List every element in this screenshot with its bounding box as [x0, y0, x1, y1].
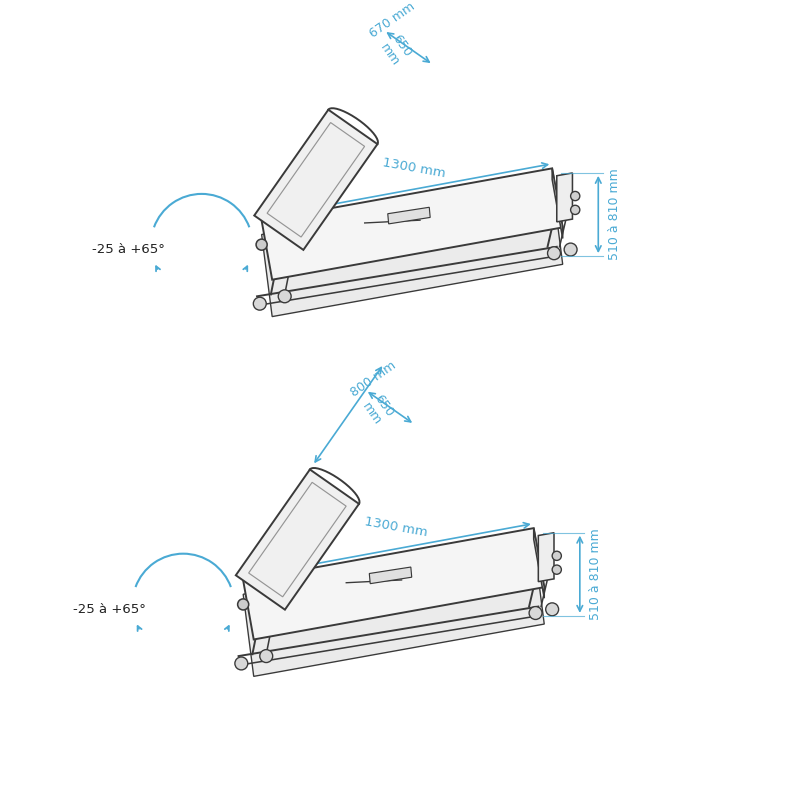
Circle shape — [235, 657, 248, 670]
Polygon shape — [262, 182, 562, 317]
Text: 1300 mm: 1300 mm — [363, 515, 428, 539]
Text: -25 à +65°: -25 à +65° — [74, 602, 146, 615]
Polygon shape — [236, 470, 359, 610]
Polygon shape — [243, 542, 544, 676]
Text: 650
mm: 650 mm — [359, 392, 396, 428]
Circle shape — [254, 298, 266, 310]
Circle shape — [546, 603, 558, 616]
Circle shape — [564, 243, 577, 256]
Polygon shape — [388, 207, 430, 224]
Text: 670 mm: 670 mm — [366, 0, 417, 40]
Polygon shape — [370, 567, 412, 584]
Text: 800 mm: 800 mm — [348, 359, 398, 400]
Polygon shape — [243, 528, 544, 639]
Polygon shape — [534, 528, 544, 598]
Text: 510 à 810 mm: 510 à 810 mm — [589, 528, 602, 620]
Circle shape — [570, 206, 580, 214]
Polygon shape — [262, 168, 562, 280]
Circle shape — [278, 290, 291, 302]
Polygon shape — [557, 173, 573, 222]
Circle shape — [256, 239, 267, 250]
Circle shape — [552, 565, 562, 574]
Text: 650
mm: 650 mm — [378, 32, 414, 68]
Polygon shape — [538, 533, 554, 582]
Circle shape — [238, 599, 249, 610]
Circle shape — [552, 551, 562, 561]
Circle shape — [529, 606, 542, 619]
Circle shape — [260, 650, 273, 662]
Text: 1300 mm: 1300 mm — [382, 156, 446, 180]
Polygon shape — [552, 168, 562, 238]
Circle shape — [547, 246, 561, 260]
Polygon shape — [254, 110, 378, 250]
Text: -25 à +65°: -25 à +65° — [92, 242, 165, 256]
Text: 510 à 810 mm: 510 à 810 mm — [607, 169, 621, 260]
Circle shape — [570, 191, 580, 201]
